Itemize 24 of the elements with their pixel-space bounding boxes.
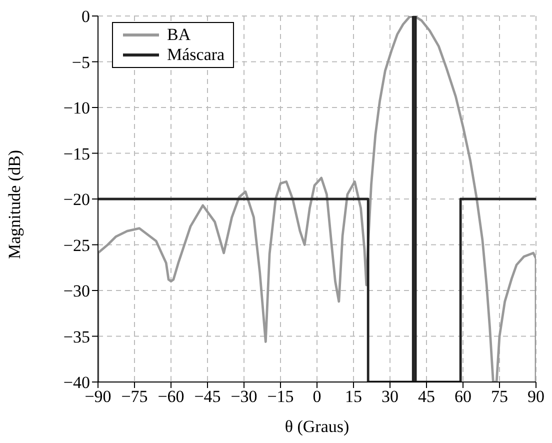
- x-tick-label: 45: [418, 387, 435, 406]
- legend-label: Máscara: [167, 45, 225, 65]
- y-tick-label: −5: [72, 52, 90, 72]
- legend-label: BA: [167, 25, 191, 45]
- x-tick-label: −15: [267, 387, 294, 406]
- x-tick-label: −45: [194, 387, 221, 406]
- x-tick-label: 75: [491, 387, 508, 406]
- x-axis-title: θ (Graus): [284, 417, 350, 436]
- y-axis-title: Magnitude (dB): [5, 150, 24, 259]
- x-tick-label: −75: [121, 387, 148, 406]
- x-tick-label: 30: [382, 387, 398, 406]
- x-tick-label: 60: [454, 387, 472, 406]
- y-tick-label: 0: [82, 7, 90, 26]
- x-tick-label: −60: [158, 387, 184, 406]
- y-tick-label: −20: [63, 190, 90, 210]
- y-tick-label: −35: [63, 327, 90, 346]
- y-tick-label: −25: [63, 236, 90, 255]
- y-tick-label: −30: [63, 282, 90, 301]
- x-tick-label: 90: [528, 387, 544, 406]
- x-tick-label: 0: [312, 387, 322, 406]
- y-tick-label: −10: [63, 98, 90, 118]
- x-tick-label: 15: [345, 387, 362, 406]
- x-tick-label: −30: [230, 387, 258, 406]
- y-tick-label: −15: [63, 144, 90, 164]
